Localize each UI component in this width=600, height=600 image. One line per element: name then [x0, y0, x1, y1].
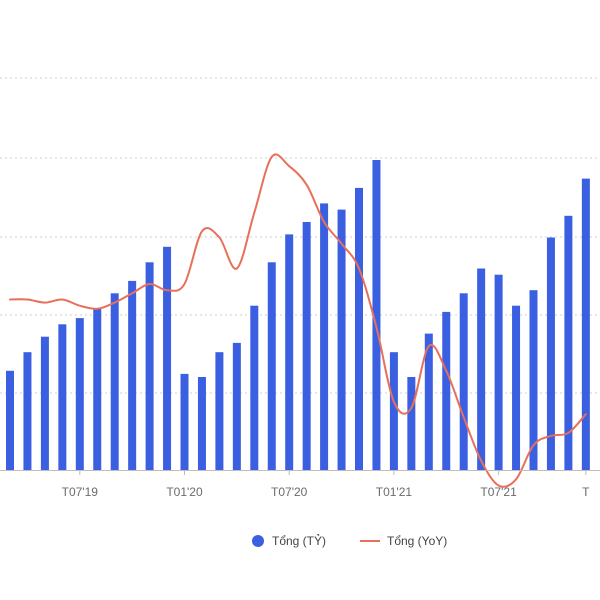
bar	[6, 370, 14, 470]
bar	[494, 274, 503, 470]
bar-series	[6, 160, 590, 470]
yoy-line	[9, 153, 587, 488]
bar	[75, 318, 84, 470]
bar	[58, 324, 67, 470]
bar	[250, 305, 259, 470]
bar	[93, 308, 102, 470]
bar	[512, 305, 521, 470]
bar	[459, 293, 468, 470]
bar	[285, 234, 294, 470]
bar	[267, 262, 276, 470]
x-tick-label: T01'20	[166, 485, 203, 499]
bar	[145, 262, 154, 470]
x-tick-label: T07'20	[271, 485, 308, 499]
bar	[197, 377, 206, 470]
bar	[232, 342, 241, 470]
x-axis-ticks: T07'19 T01'20 T07'20 T01'21 T07'21 T	[62, 470, 590, 499]
bar	[389, 352, 398, 470]
x-tick-label: T	[582, 485, 590, 499]
legend-bar-label: Tổng (TỶ)	[272, 533, 326, 548]
bar	[23, 352, 32, 470]
bar	[337, 209, 346, 470]
bar	[407, 377, 416, 470]
bar	[546, 237, 555, 470]
bar	[110, 293, 119, 470]
bar	[128, 280, 137, 470]
bar	[442, 311, 451, 470]
legend-bar-marker	[252, 535, 264, 547]
legend-line-label: Tổng (YoY)	[387, 534, 447, 548]
grid-lines	[0, 77, 600, 394]
bar	[215, 352, 224, 470]
bar	[424, 333, 433, 470]
bar	[355, 187, 363, 470]
x-tick-label: T01'21	[376, 485, 413, 499]
bar	[180, 373, 189, 470]
legend: Tổng (TỶ) Tổng (YoY)	[252, 533, 447, 548]
bar	[320, 203, 329, 470]
x-tick-label: T07'19	[62, 485, 99, 499]
bar	[581, 178, 590, 470]
x-tick-label: T07'21	[480, 485, 517, 499]
bar	[564, 215, 573, 470]
bar	[40, 336, 49, 470]
bar	[163, 246, 172, 470]
bar	[302, 222, 311, 470]
bar	[477, 268, 486, 470]
bar	[529, 290, 538, 470]
bar	[372, 160, 381, 470]
